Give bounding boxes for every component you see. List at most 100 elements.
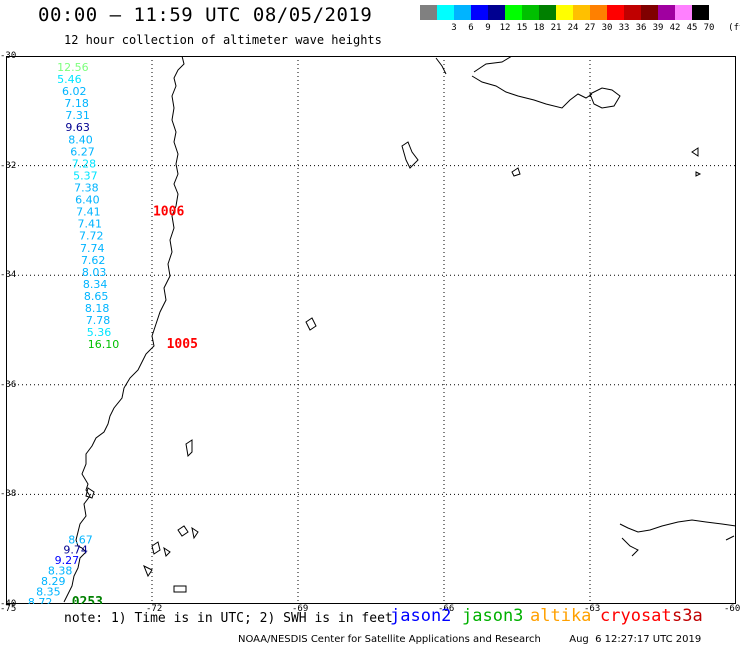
wave-height-label: 8.03 [82,266,107,279]
satellite-label: s3a [672,606,703,626]
legend-swatch [505,5,522,20]
lat-tick-label: -34 [0,270,17,281]
lat-tick-label: -32 [0,160,17,171]
legend-swatch [658,5,675,20]
lon-tick-label: -69 [292,604,309,614]
legend-label: 30 [601,23,613,33]
wave-height-label: 8.65 [84,290,109,303]
footer-credit: NOAA/NESDIS Center for Satellite Applica… [238,634,701,645]
wave-height-label: 9.63 [65,121,90,134]
satellite-label: jason2 [390,606,452,626]
legend-label: 36 [635,23,647,33]
island-north-right [589,87,621,109]
legend-swatch [590,5,607,20]
legend-label: 15 [516,23,528,33]
lon-tick-label: -63 [584,604,601,614]
wave-height-label: 6.02 [62,85,87,98]
wave-height-label: 7.74 [80,242,105,255]
wave-height-label: 7.31 [65,109,90,122]
wave-height-label: 7.28 [72,157,97,170]
island-mocha [185,439,193,458]
legend-swatch [641,5,658,20]
note-text: note: 1) Time is in UTC; 2) SWH is in fe… [64,611,393,626]
legend-swatch [692,5,709,20]
wave-height-label: 7.62 [81,254,106,267]
wave-height-label: 7.41 [76,206,101,219]
legend-label: 9 [485,23,491,33]
footer-organization: NOAA/NESDIS Center for Satellite Applica… [238,634,541,645]
wave-height-label: 8.67 [68,533,93,546]
legend-swatch [675,5,692,20]
island-juan-fernandez [305,317,317,331]
footer-timestamp: Aug 6 12:27:17 UTC 2019 [569,634,702,645]
wave-height-label: 5.46 [57,73,82,86]
coast-northeast [435,56,593,109]
wave-height-label: 7.18 [64,97,89,110]
lon-tick-label: -75 [0,604,17,614]
legend-swatch [437,5,454,20]
map-title: 00:00 – 11:59 UTC 08/05/2019 [38,4,373,26]
legend-label: 42 [669,23,681,33]
legend-swatch [539,5,556,20]
map-frame: 12.565.466.027.187.319.638.406.277.285.3… [6,56,736,604]
satellite-label: altika [530,606,592,626]
lat-tick-label: -38 [0,489,17,500]
wave-height-label: 7.78 [86,314,111,327]
wave-height-label: 5.37 [73,169,98,182]
legend-swatch [471,5,488,20]
wave-height-label: 8.35 [36,585,61,598]
coast-southeast [619,519,736,557]
wave-height-label: 6.40 [75,194,100,207]
pressure-label: 1006 [153,205,184,220]
legend-label: 18 [533,23,545,33]
wave-height-label: 7.38 [74,182,99,195]
observation-layer: 12.565.466.027.187.319.638.406.277.285.3… [28,61,198,604]
legend-unit: (ft) [728,23,740,33]
graticule [6,56,736,604]
lat-tick-label: -36 [0,379,17,390]
satellite-label: jason3 [462,606,524,626]
legend-swatch [573,5,590,20]
lon-tick-label: -60 [724,604,740,614]
wave-height-label: 12.56 [57,61,89,74]
lon-tick-label: -66 [438,604,455,614]
legend-label: 70 [703,23,715,33]
wave-height-label: 8.72 [28,596,53,604]
legend-swatch [454,5,471,20]
legend-swatch [522,5,539,20]
chile-coastline [63,56,185,603]
pressure-label: 1005 [167,337,198,352]
island-mid-left [401,141,419,169]
wave-height-label: 7.41 [78,218,103,231]
wave-height-label: 8.29 [41,575,66,588]
legend-label: 39 [652,23,664,33]
lon-tick-label: -72 [146,604,163,614]
wave-height-label: 9.27 [55,554,80,567]
legend-label: 3 [451,23,457,33]
legend-label: 45 [686,23,698,33]
legend-swatch [556,5,573,20]
legend-swatch [420,5,437,20]
wave-height-label: 8.34 [83,278,108,291]
island-south-2 [143,526,199,593]
pressure-label: 0253 [72,595,103,604]
wave-height-label: 7.72 [79,230,104,243]
legend-label: 27 [584,23,596,33]
legend-label: 33 [618,23,630,33]
island-chiloe [85,487,95,499]
island-mid-right [511,147,702,177]
wave-height-label: 6.27 [70,145,95,158]
legend-label: 21 [550,23,562,33]
legend-swatch [624,5,641,20]
legend-swatch [607,5,624,20]
satellite-label: cryosat [600,606,672,626]
wave-height-label: 9.74 [63,544,88,557]
legend-label: 24 [567,23,579,33]
lat-tick-label: -40 [0,599,17,609]
wave-height-label: 8.40 [68,133,93,146]
wave-height-label: 5.36 [87,326,112,339]
legend-label: 6 [468,23,474,33]
island-south-1 [151,525,189,557]
map-border [6,56,736,604]
map-subtitle: 12 hour collection of altimeter wave hei… [64,33,382,47]
